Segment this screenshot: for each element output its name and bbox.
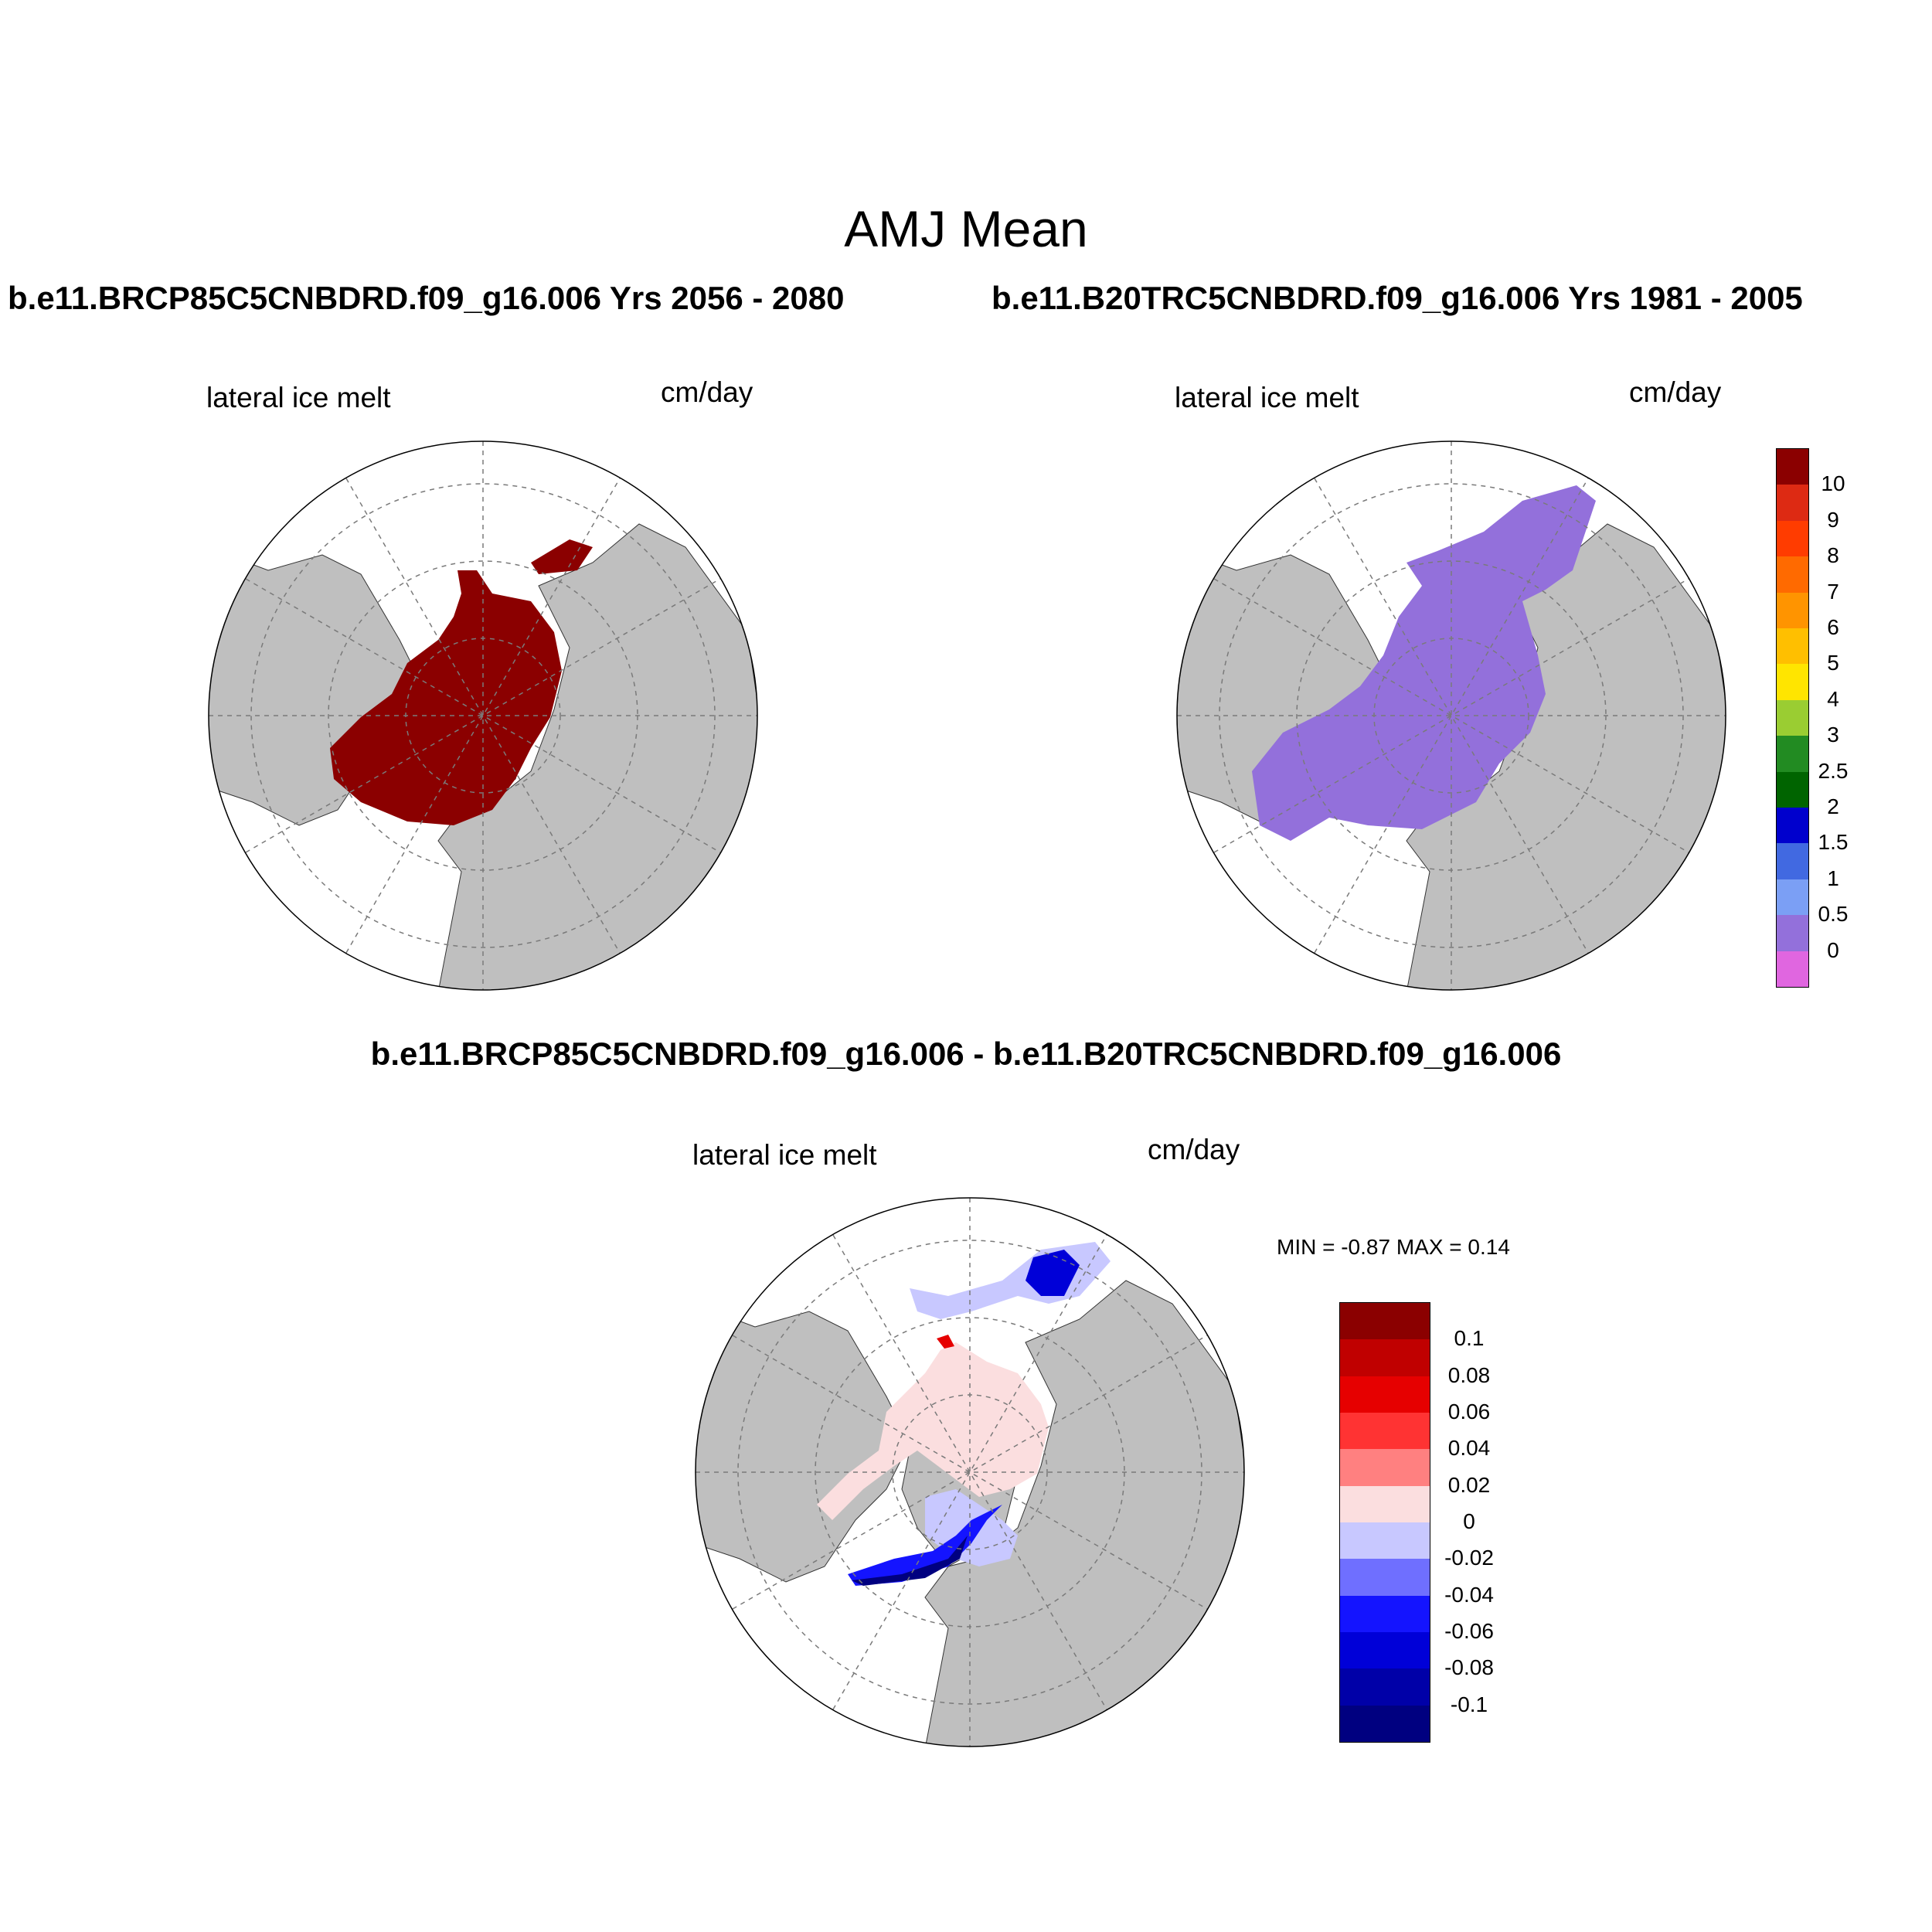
diff-colorbar-swatch [1340,1485,1430,1523]
mean-colorbar-tick-label: 1.5 [1818,830,1849,855]
diff-positive-red-spot [937,1335,954,1349]
diff-colorbar-tick-label: 0.02 [1447,1472,1491,1497]
mean-colorbar-tick-label: 0.5 [1818,902,1849,927]
right-polar-map [1176,440,1726,991]
mean-colorbar-swatch [1777,771,1808,808]
difference-polar-map [695,1197,1245,1747]
mean-colorbar-tick-label: 2.5 [1818,758,1849,783]
mean-colorbar-tick-label: 0 [1827,937,1839,962]
land-eurasia [437,523,757,990]
mean-colorbar-tick-label: 6 [1827,615,1839,639]
mean-colorbar-tick-label: 10 [1821,471,1845,496]
left-polar-map [208,440,758,991]
mean-colorbar-tick-label: 5 [1827,651,1839,675]
diff-colorbar-tick-label: 0.04 [1447,1436,1491,1461]
mean-colorbar-swatch [1777,843,1808,880]
mean-colorbar-tick-label: 3 [1827,723,1839,747]
map-boundary [1176,440,1726,991]
right-units-label: cm/day [1629,376,1722,408]
left-ice-melt-field [330,570,562,825]
mean-colorbar [1776,448,1809,988]
diff-colorbar-swatch [1340,1705,1430,1743]
diff-colorbar-swatch [1340,1595,1430,1633]
diff-min-max: MIN = -0.87 MAX = 0.14 [1277,1235,1510,1259]
diff-negative-darkest-band [852,1536,968,1586]
diff-colorbar-swatch [1340,1449,1430,1487]
difference-title: b.e11.BRCP85C5CNBDRD.f09_g16.006 - b.e11… [370,1036,1562,1072]
diff-colorbar-swatch [1340,1559,1430,1597]
right-variable-label: lateral ice melt [1175,382,1359,413]
mean-colorbar-swatch [1777,808,1808,844]
diff-colorbar-tick-label: 0.06 [1447,1400,1491,1423]
diff-colorbar-swatch [1340,1339,1430,1377]
map-boundary [695,1197,1245,1747]
diff-positive-field [817,1342,1049,1520]
left-variable-label: lateral ice melt [206,382,391,413]
diff-colorbar [1339,1302,1430,1743]
mean-colorbar-tick-label: 8 [1827,543,1839,568]
land-north-america [696,1303,910,1583]
mean-colorbar-tick-label: 2 [1827,794,1839,818]
diff-colorbar-swatch [1340,1632,1430,1669]
diff-colorbar-tick-label: -0.08 [1444,1655,1494,1680]
diff-colorbar-tick-label: -0.04 [1444,1582,1494,1607]
diff-colorbar-swatch [1340,1668,1430,1706]
mean-colorbar-swatch [1777,664,1808,701]
mean-colorbar-swatch [1777,628,1808,665]
right-ice-melt-field [1252,485,1596,841]
diff-variable-label: lateral ice melt [692,1139,877,1171]
mean-colorbar-swatch [1777,592,1808,629]
mean-colorbar-swatch [1777,520,1808,557]
left-ice-patch [531,539,593,574]
diff-colorbar-swatch [1340,1376,1430,1413]
mean-colorbar-swatch [1777,736,1808,773]
land-eurasia [924,1280,1244,1747]
mean-colorbar-tick-label: 7 [1827,579,1839,604]
diff-colorbar-tick-label: -0.06 [1444,1619,1494,1643]
diff-colorbar-tick-label: 0.1 [1454,1326,1485,1351]
right-panel-subtitle: b.e11.B20TRC5CNBDRD.f09_g16.006 Yrs 1981… [992,280,1803,316]
diff-colorbar-tick-label: -0.1 [1450,1692,1488,1716]
mean-colorbar-swatch [1777,449,1808,485]
map-boundary [208,440,758,991]
mean-colorbar-swatch [1777,699,1808,736]
mean-colorbar-tick-label: 4 [1827,686,1839,711]
diff-colorbar-swatch [1340,1303,1430,1340]
left-units-label: cm/day [661,376,753,408]
diff-colorbar-tick-label: -0.02 [1444,1546,1494,1570]
mean-colorbar-tick-label: 9 [1827,507,1839,532]
diff-colorbar-tick-label: 0.08 [1447,1362,1491,1387]
figure-title: AMJ Mean [844,200,1088,257]
diff-colorbar-swatch [1340,1522,1430,1560]
mean-colorbar-swatch [1777,485,1808,522]
left-panel-subtitle: b.e11.BRCP85C5CNBDRD.f09_g16.006 Yrs 205… [8,280,845,316]
mean-colorbar-swatch [1777,951,1808,988]
mean-colorbar-swatch [1777,556,1808,594]
diff-colorbar-swatch [1340,1413,1430,1450]
mean-colorbar-swatch [1777,879,1808,916]
mean-colorbar-swatch [1777,915,1808,952]
diff-colorbar-tick-label: 0 [1463,1509,1475,1533]
diff-negative-strong-band [848,1505,1002,1586]
mean-colorbar-tick-label: 1 [1827,866,1839,890]
diff-units-label: cm/day [1148,1134,1240,1165]
